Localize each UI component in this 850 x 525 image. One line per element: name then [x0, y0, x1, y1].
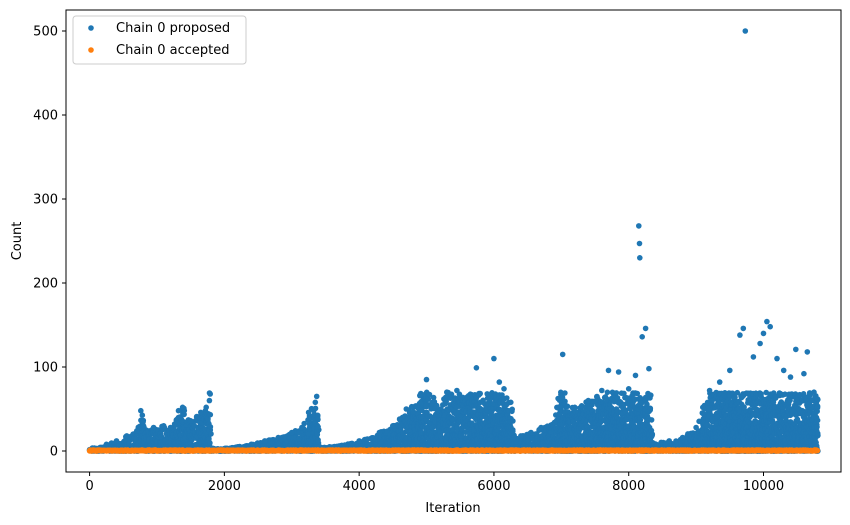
proposed-point [305, 431, 312, 437]
points-layer [86, 28, 821, 454]
proposed-point [206, 397, 213, 404]
proposed-point [477, 390, 484, 397]
proposed-point [181, 411, 187, 418]
proposed-point [208, 431, 214, 437]
proposed-point [315, 437, 321, 443]
proposed-point [205, 416, 211, 422]
proposed-point [562, 390, 568, 396]
proposed-point [510, 418, 516, 424]
proposed-point [315, 424, 321, 430]
proposed-point [509, 408, 515, 414]
proposed-point [315, 416, 321, 423]
proposed-point [207, 411, 214, 418]
proposed-point [207, 440, 213, 446]
proposed-point [139, 412, 146, 419]
proposed-point [207, 424, 214, 430]
proposed-point [314, 431, 321, 438]
proposed-point [423, 402, 430, 409]
proposed-point [158, 433, 165, 440]
proposed-point [312, 405, 319, 412]
